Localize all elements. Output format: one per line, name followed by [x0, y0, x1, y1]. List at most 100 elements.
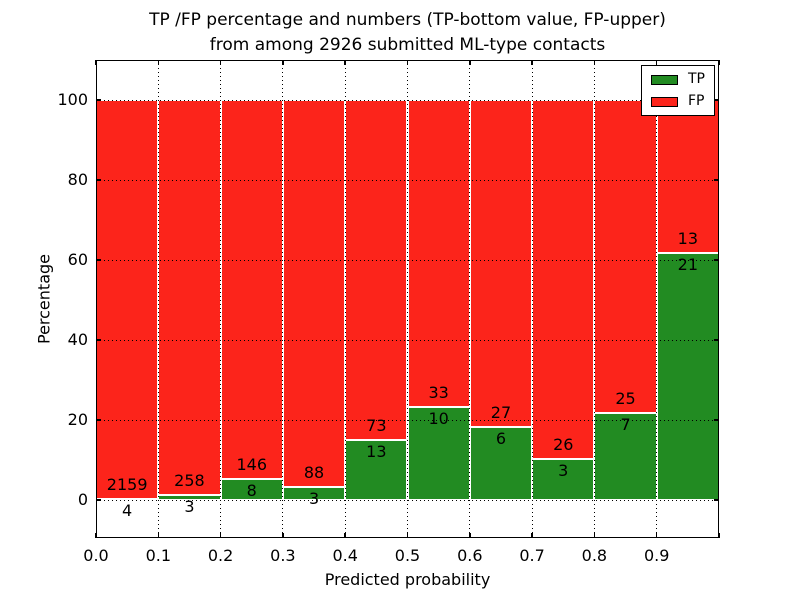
x-tick-label: 0.8: [581, 546, 608, 565]
fp-count-label: 2159: [106, 475, 148, 495]
tp-count-label: 6: [495, 429, 507, 449]
gridline-vertical: [531, 60, 533, 538]
y-tick-label: 0: [77, 490, 88, 509]
x-tick-mark: [219, 533, 222, 538]
tp-count-label: 13: [366, 441, 387, 461]
y-tick-mark: [714, 419, 719, 421]
fp-count-label: 258: [174, 471, 205, 491]
x-tick-mark: [531, 60, 533, 65]
bar-tp-segment: [594, 412, 657, 500]
x-axis-label: Predicted probability: [324, 570, 491, 589]
legend-item: FP: [651, 94, 705, 109]
x-tick-mark: [344, 533, 346, 538]
bar-fp-segment: [594, 100, 657, 413]
x-tick-mark: [344, 60, 346, 65]
x-tick-mark: [531, 533, 533, 538]
fp-count-label: 25: [615, 388, 636, 408]
tp-count-label: 3: [558, 460, 569, 480]
x-tick-mark: [95, 60, 97, 65]
y-tick-mark: [96, 419, 101, 421]
legend-swatch-tp: [651, 74, 678, 85]
x-tick-label: 0.1: [145, 546, 172, 565]
y-tick-mark: [714, 259, 719, 261]
y-tick-mark: [714, 499, 719, 501]
y-tick-mark: [714, 339, 719, 341]
y-tick-mark: [714, 179, 719, 181]
bar-fp-segment: [158, 100, 221, 496]
x-tick-mark: [406, 60, 409, 65]
tp-count-label: 3: [184, 497, 195, 517]
gridline-vertical: [220, 60, 222, 538]
fp-count-label: 33: [428, 382, 449, 402]
gridline-vertical: [656, 60, 658, 538]
plot-area: TP FP 2159 4 258 3 146 8 88 3 73 13 33 10 27 6 26 3 25 7 13…: [83, 60, 720, 565]
tp-count-label: 10: [428, 408, 449, 428]
x-tick-mark: [593, 533, 596, 538]
bar-tp-segment: [345, 439, 408, 500]
bar-tp-segment: [656, 252, 719, 500]
x-tick-mark: [282, 533, 284, 538]
tp-count-label: 4: [122, 501, 133, 521]
gridline-vertical: [157, 60, 159, 538]
x-tick-label: 0.0: [83, 546, 109, 565]
tp-count-label: 7: [620, 414, 631, 434]
bar-fp-segment: [407, 100, 470, 407]
fp-count-label: 26: [553, 434, 574, 454]
y-tick-label: 100: [57, 90, 88, 109]
fp-count-label: 27: [490, 403, 512, 423]
bar-fp-segment: [656, 100, 719, 253]
x-tick-label: 0.5: [394, 546, 421, 565]
fp-count-label: 73: [366, 415, 387, 435]
x-tick-mark: [95, 533, 97, 538]
gridline-vertical: [407, 60, 408, 538]
y-tick-label: 20: [67, 410, 88, 429]
legend-label: TP: [688, 71, 705, 87]
x-tick-label: 0.9: [643, 546, 670, 565]
fp-count-label: 13: [677, 228, 699, 248]
x-tick-mark: [219, 60, 222, 65]
y-tick-mark: [96, 339, 101, 341]
fp-count-label: 146: [236, 455, 268, 475]
x-tick-mark: [593, 60, 596, 65]
bar-fp-segment: [220, 100, 283, 480]
y-tick-mark: [96, 179, 101, 181]
bar-tp-segment: [282, 486, 346, 500]
chart-title: TP /FP percentage and numbers (TP-bottom…: [149, 10, 666, 55]
y-tick-label: 40: [67, 330, 88, 349]
bar-tp-segment: [220, 479, 283, 500]
bar-fp-segment: [282, 100, 346, 487]
x-tick-mark: [655, 60, 658, 65]
y-tick-mark: [96, 499, 101, 501]
x-tick-mark: [469, 533, 471, 538]
x-tick-label: 0.6: [457, 546, 483, 565]
x-tick-label: 0.2: [207, 546, 234, 565]
y-tick-mark: [714, 99, 719, 101]
x-tick-label: 0.3: [270, 546, 296, 565]
fp-count-label: 88: [303, 462, 325, 482]
x-tick-label: 0.4: [332, 546, 358, 565]
y-tick-label: 80: [67, 170, 88, 189]
tp-count-label: 21: [677, 254, 699, 274]
gridline-vertical: [344, 60, 346, 538]
gridline-vertical: [593, 60, 595, 538]
tp-count-label: 8: [246, 481, 257, 501]
bar-fp-segment: [469, 100, 533, 428]
bar-fp-segment: [532, 100, 595, 459]
legend-item: TP: [651, 72, 705, 87]
legend-label: FP: [688, 93, 705, 109]
x-tick-mark: [406, 533, 409, 538]
x-tick-mark: [655, 533, 658, 538]
y-tick-labels: 0 20 40 60 80 100: [0, 60, 88, 538]
x-tick-mark: [157, 533, 160, 538]
gridline-vertical: [469, 60, 471, 538]
tp-count-label: 3: [308, 488, 320, 508]
bar-tp-segment: [532, 458, 595, 500]
y-tick-mark: [96, 259, 101, 261]
bar-fp-segment: [96, 100, 159, 500]
legend: TP FP: [641, 65, 715, 116]
bar-fp-segment: [345, 100, 408, 440]
x-tick-label: 0.7: [519, 546, 545, 565]
y-tick-label: 60: [67, 250, 88, 269]
bar-tp-segment: [469, 427, 533, 500]
